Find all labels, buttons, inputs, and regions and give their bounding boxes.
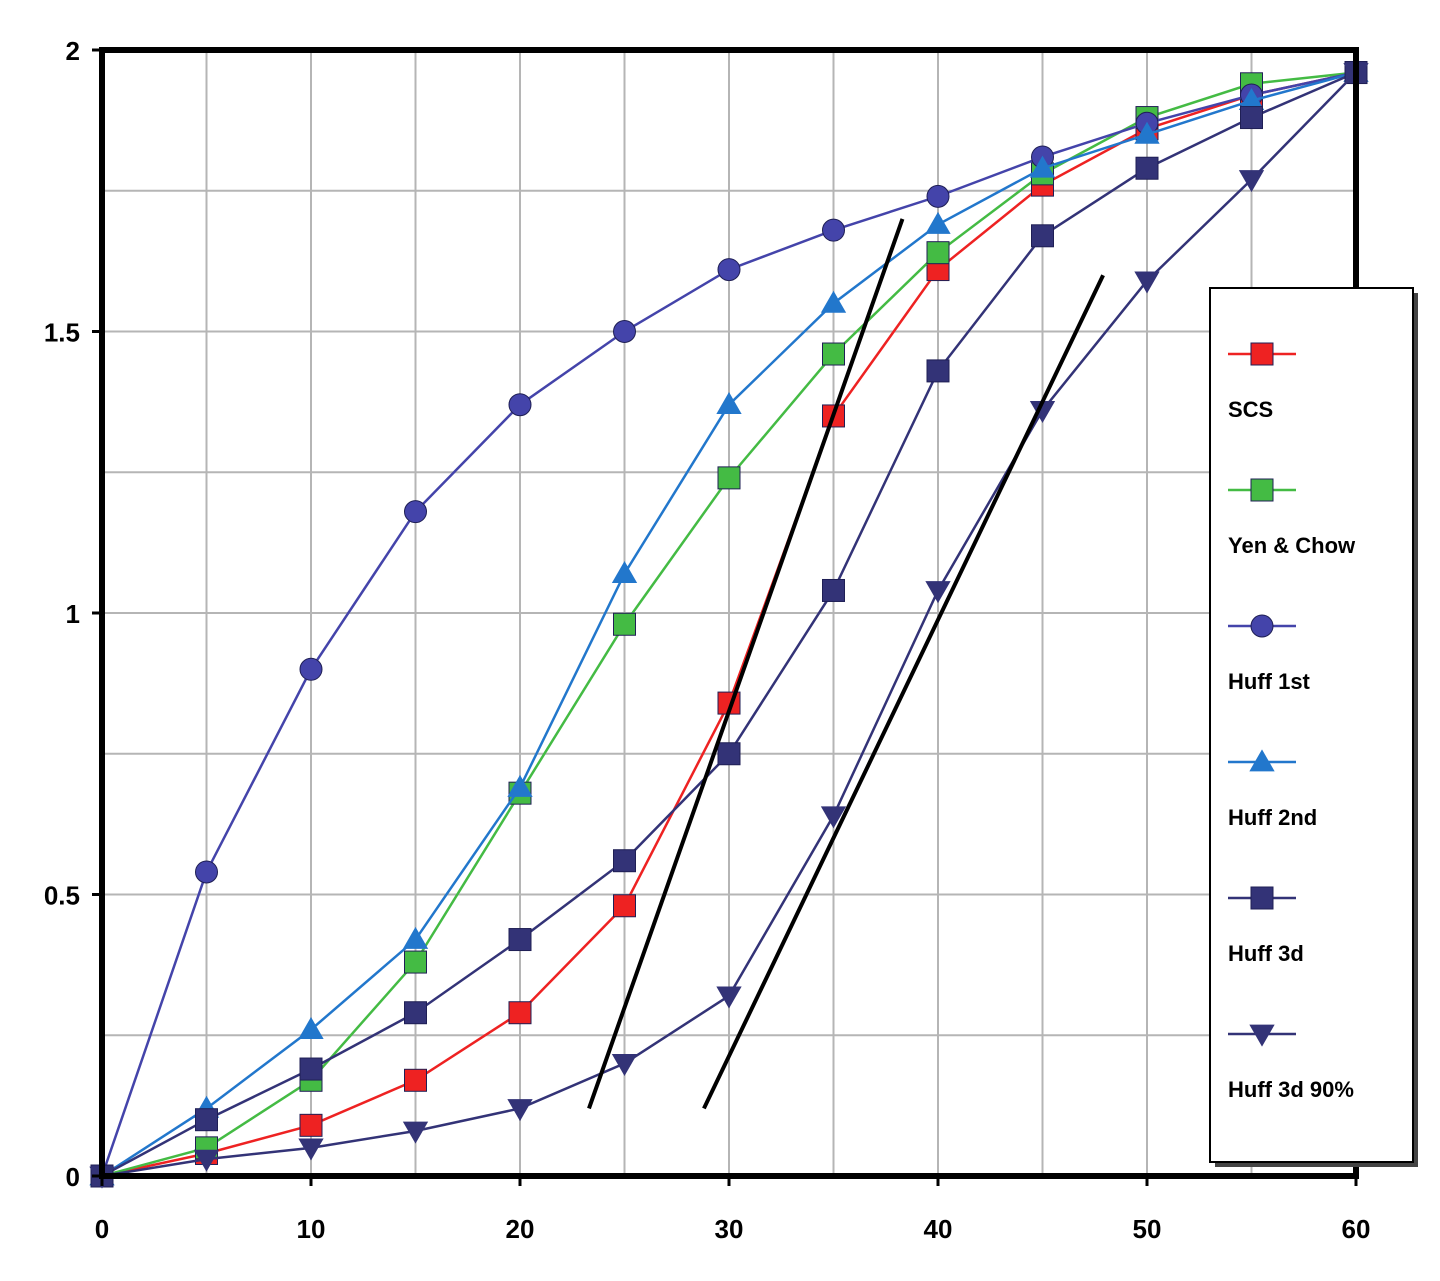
legend-swatch-marker (1250, 342, 1274, 366)
legend-swatch-marker (1250, 886, 1274, 910)
y-tick-label: 1 (66, 599, 80, 629)
y-tick-label: 0 (66, 1162, 80, 1192)
data-point (404, 950, 427, 974)
data-point (404, 1001, 427, 1025)
x-tick-label: 40 (924, 1214, 953, 1244)
legend-label: Huff 1st (1228, 669, 1311, 694)
annotation-lines (587, 218, 1105, 1110)
data-point (820, 806, 847, 829)
legend-item: Huff 3d 90% (1228, 1024, 1354, 1102)
data-point (822, 342, 845, 366)
data-point (402, 926, 429, 949)
legend-label: Huff 3d (1228, 941, 1304, 966)
series-huff-3d (90, 61, 1368, 1188)
x-tick-label: 30 (715, 1214, 744, 1244)
legend-box (1209, 287, 1414, 1163)
legend-swatch-marker (1249, 749, 1275, 772)
data-point (508, 1001, 532, 1025)
data-point (195, 1108, 218, 1132)
data-point (925, 581, 951, 604)
data-point (926, 359, 950, 383)
y-tick-label: 1.5 (44, 318, 80, 348)
data-point (508, 928, 532, 952)
data-point (1238, 170, 1265, 193)
data-point (299, 1113, 323, 1137)
legend-item: Huff 2nd (1228, 749, 1317, 830)
data-point (193, 1149, 220, 1172)
data-point (1135, 156, 1159, 180)
data-point (613, 612, 636, 636)
data-point (404, 500, 427, 524)
legend-item: Yen & Chow (1228, 478, 1356, 558)
y-tick-label: 0.5 (44, 881, 80, 911)
data-point (1029, 155, 1056, 178)
data-point (822, 218, 845, 242)
annotation-line (587, 218, 905, 1110)
data-point (299, 1057, 323, 1081)
data-point (820, 290, 847, 313)
data-point (1031, 224, 1054, 248)
legend-label: Huff 3d 90% (1228, 1077, 1354, 1102)
data-point (611, 1054, 638, 1077)
data-point (507, 774, 533, 797)
data-point (925, 211, 951, 234)
legend-item: Huff 1st (1228, 614, 1311, 694)
annotation-line (702, 274, 1105, 1110)
data-point (926, 184, 950, 208)
legend-swatch-marker (1249, 1024, 1275, 1047)
legend-swatch-marker (1250, 614, 1274, 638)
data-point (195, 860, 218, 884)
data-point (402, 1121, 429, 1144)
data-point (1134, 271, 1160, 294)
data-point (298, 1138, 324, 1161)
x-tick-label: 50 (1133, 1214, 1162, 1244)
x-tick-label: 10 (297, 1214, 326, 1244)
data-point (716, 986, 742, 1009)
series-huff-3d-90 (89, 63, 1369, 1189)
data-point (1238, 88, 1265, 111)
data-point (298, 1016, 324, 1039)
data-point (716, 392, 742, 415)
data-point (1240, 106, 1263, 130)
data-point (717, 466, 741, 490)
data-point (404, 1068, 427, 1092)
x-tick-label: 60 (1342, 1214, 1371, 1244)
data-point (613, 849, 636, 873)
legend: SCS Yen & Chow Huff 1st Huff 2nd Huff 3d Huff… (1209, 287, 1418, 1167)
data-point (1029, 400, 1056, 423)
y-tick-label: 2 (66, 36, 80, 66)
legend-item: SCS (1228, 342, 1296, 422)
data-point (1134, 121, 1160, 144)
legend-label: Huff 2nd (1228, 805, 1317, 830)
legend-label: SCS (1228, 397, 1273, 422)
data-point (507, 1099, 533, 1122)
legend-swatch-marker (1250, 478, 1274, 502)
legend-label: Yen & Chow (1228, 533, 1356, 558)
series-group (89, 59, 1369, 1189)
data-point (613, 320, 636, 343)
legend-item: Huff 3d (1228, 886, 1304, 966)
data-point (611, 560, 638, 583)
x-axis: 0 10 20 30 40 50 60 (95, 1176, 1371, 1244)
data-point (717, 742, 741, 766)
data-point (822, 578, 845, 602)
data-point (613, 894, 636, 918)
data-point (299, 657, 323, 681)
data-point (717, 258, 741, 282)
y-axis: 0 0.5 1 1.5 2 (44, 36, 102, 1192)
x-tick-label: 0 (95, 1214, 109, 1244)
data-point (926, 241, 950, 265)
data-point (508, 393, 532, 417)
x-tick-label: 20 (506, 1214, 535, 1244)
